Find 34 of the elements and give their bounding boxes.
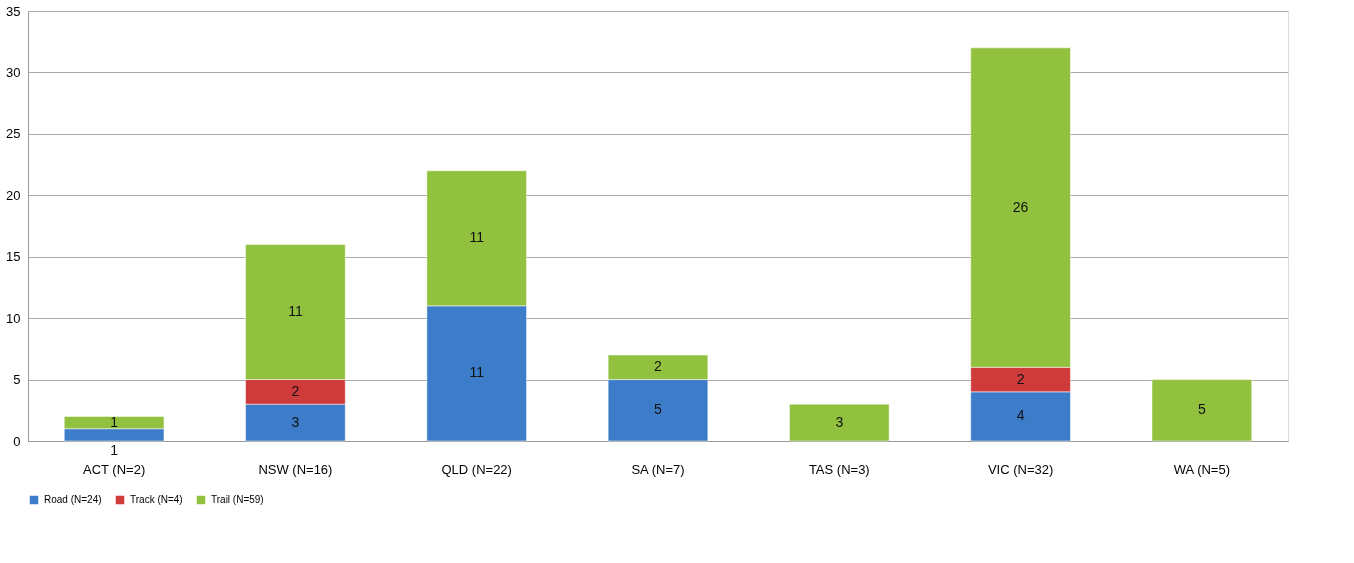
data-label: 11 <box>469 364 485 381</box>
y-tick-label: 20 <box>6 187 21 203</box>
data-label: 26 <box>1012 198 1029 215</box>
data-label: 3 <box>835 413 844 430</box>
x-tick-label: TAS (N=3) <box>808 461 870 477</box>
data-label: 11 <box>288 303 303 319</box>
x-tick-label: NSW (N=16) <box>258 461 333 477</box>
y-tick-label: 35 <box>6 3 21 19</box>
legend-label: Trail (N=59) <box>211 494 264 505</box>
x-tick-label: WA (N=5) <box>1173 461 1230 477</box>
x-tick-label: ACT (N=2) <box>82 461 146 477</box>
data-label: 2 <box>291 382 300 399</box>
bar <box>1151 379 1252 442</box>
data-label: 3 <box>291 413 300 430</box>
y-tick-label: 10 <box>6 310 21 326</box>
data-label: 11 <box>469 229 485 246</box>
y-tick-label: 25 <box>6 126 21 142</box>
y-tick-label: 15 <box>6 249 21 265</box>
legend-label: Road (N=24) <box>44 494 102 505</box>
x-tick-label: VIC (N=32) <box>987 461 1054 477</box>
data-label: 2 <box>654 358 663 375</box>
bar <box>789 403 890 442</box>
legend-label: Track (N=4) <box>130 494 183 505</box>
y-tick-label: 0 <box>13 433 21 449</box>
data-label: 4 <box>1016 407 1025 424</box>
data-label: 1 <box>110 442 119 458</box>
data-label: 5 <box>654 401 663 418</box>
y-tick-label: 30 <box>6 64 21 80</box>
x-tick-label: QLD (N=22) <box>441 461 512 477</box>
y-tick-label: 5 <box>13 372 21 388</box>
data-label: 5 <box>1197 401 1206 418</box>
data-label: 2 <box>1016 370 1025 387</box>
data-label: 1 <box>110 413 119 430</box>
x-tick-label: SA (N=7) <box>631 461 685 477</box>
